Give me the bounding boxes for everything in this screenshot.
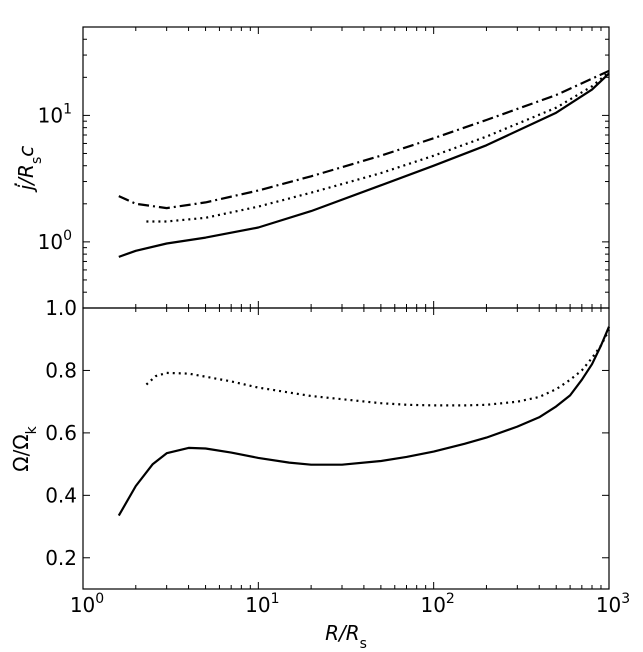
bottom-dotted-curve bbox=[145, 329, 610, 407]
x-tick-label: 103 bbox=[596, 591, 630, 617]
bottom-y-tick-label: 0.2 bbox=[45, 546, 77, 570]
bottom-curves bbox=[117, 326, 611, 517]
top-y-tick-label: 101 bbox=[38, 101, 72, 127]
x-tick-label: 101 bbox=[245, 591, 279, 617]
x-tick-label: 102 bbox=[420, 591, 454, 617]
top-dotted-curve bbox=[146, 71, 610, 223]
bottom-solid-curve bbox=[117, 326, 611, 517]
x-axis-label: R/Rs bbox=[325, 621, 367, 652]
top-solid-curve bbox=[118, 72, 610, 258]
top-dashdot-curve bbox=[118, 69, 610, 210]
bottom-panel: 100 101 102 103 0.2 0.4 0.6 0.8 1.0 Ω/Ωk R/Rs bbox=[9, 296, 630, 652]
bottom-y-axis-label: Ω/Ωk bbox=[9, 425, 40, 471]
top-ticks: 100 101 bbox=[38, 27, 609, 309]
bottom-y-tick-label: 0.4 bbox=[45, 483, 77, 507]
bottom-y-tick-label: 0.6 bbox=[45, 421, 77, 445]
bottom-ticks: 100 101 102 103 0.2 0.4 0.6 0.8 1.0 bbox=[45, 296, 630, 617]
bottom-plot-frame bbox=[82, 307, 610, 590]
top-y-tick-label: 100 bbox=[38, 228, 72, 254]
top-y-axis-label-dot: · bbox=[4, 182, 28, 188]
top-curves bbox=[118, 69, 610, 258]
bottom-y-tick-label: 1.0 bbox=[45, 296, 77, 320]
bottom-y-tick-label: 0.8 bbox=[45, 358, 77, 382]
top-plot-frame bbox=[82, 26, 610, 309]
x-tick-label: 100 bbox=[70, 591, 104, 617]
